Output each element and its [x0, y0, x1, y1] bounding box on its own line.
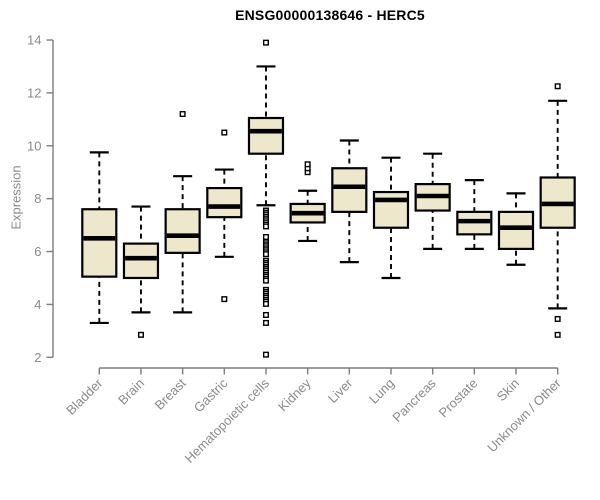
x-tick-label: Kidney: [275, 375, 314, 414]
outlier-point: [262, 251, 269, 258]
outlier-point: [304, 161, 311, 168]
boxplot-gastric: [206, 129, 243, 303]
outlier-point: [137, 331, 144, 338]
iqr-box: [497, 210, 535, 250]
outlier-point: [179, 111, 186, 118]
chart-title: ENSG00000138646 - HERC5: [235, 7, 425, 23]
outlier-point: [221, 129, 228, 136]
x-tick-label: Lung: [366, 376, 397, 407]
y-tick-label: 8: [34, 191, 41, 206]
outlier-point: [221, 296, 228, 303]
boxplot-unknown-other: [539, 83, 576, 338]
y-tick-label: 12: [27, 85, 41, 100]
iqr-box: [247, 116, 285, 155]
outlier-point: [262, 233, 269, 240]
boxplot-liver: [331, 139, 368, 264]
iqr-box: [164, 208, 201, 254]
x-tick-label: Brain: [115, 376, 147, 408]
outlier-point: [554, 315, 561, 322]
outlier-point: [262, 311, 269, 318]
boxplot-bladder: [81, 151, 118, 325]
x-tick-label: Skin: [494, 376, 522, 404]
iqr-box: [331, 167, 368, 213]
x-tick-label: Pancreas: [389, 375, 439, 425]
x-tick-label: Gastric: [191, 375, 231, 415]
x-tick-label: Breast: [152, 375, 189, 412]
iqr-box: [81, 208, 118, 278]
outlier-point: [554, 83, 561, 90]
y-tick-label: 6: [34, 244, 41, 259]
outlier-point: [262, 300, 269, 307]
x-tick-label: Bladder: [63, 375, 106, 418]
y-tick-label: 10: [27, 138, 41, 153]
outlier-point: [262, 351, 269, 358]
y-tick-label: 14: [27, 33, 41, 48]
iqr-box: [206, 186, 243, 219]
iqr-box: [372, 190, 410, 229]
boxplot-kidney: [289, 161, 326, 243]
outlier-point: [262, 39, 269, 46]
boxplot-pancreas: [414, 152, 451, 250]
boxplot-lung: [372, 156, 410, 280]
boxplot-skin: [497, 192, 535, 266]
outlier-point: [262, 319, 269, 326]
iqr-box: [122, 242, 160, 280]
x-tick-label: Unknown / Other: [484, 375, 564, 455]
boxplot-brain: [122, 205, 160, 338]
boxplot-breast: [164, 111, 201, 314]
boxplot-hematopoietic-cells: [247, 39, 285, 358]
outlier-point: [554, 331, 561, 338]
boxplot-prostate: [456, 179, 493, 250]
x-tick-label: Liver: [325, 375, 356, 406]
outlier-point: [262, 223, 269, 230]
x-tick-label: Prostate: [436, 376, 481, 421]
y-tick-label: 2: [34, 350, 41, 365]
y-tick-label: 4: [34, 297, 41, 312]
outlier-point: [262, 277, 269, 284]
